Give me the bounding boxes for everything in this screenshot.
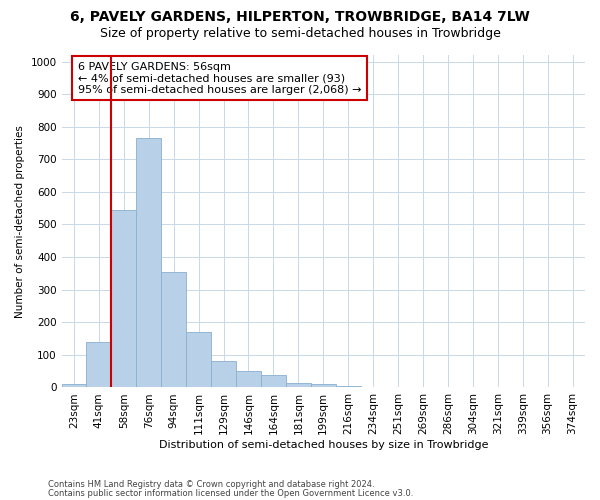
- Bar: [211, 362, 236, 388]
- Bar: [286, 382, 311, 388]
- Text: Size of property relative to semi-detached houses in Trowbridge: Size of property relative to semi-detach…: [100, 28, 500, 40]
- Bar: [311, 384, 336, 388]
- Bar: [161, 272, 186, 388]
- Text: 6, PAVELY GARDENS, HILPERTON, TROWBRIDGE, BA14 7LW: 6, PAVELY GARDENS, HILPERTON, TROWBRIDGE…: [70, 10, 530, 24]
- Bar: [261, 376, 286, 388]
- Bar: [86, 342, 112, 388]
- X-axis label: Distribution of semi-detached houses by size in Trowbridge: Distribution of semi-detached houses by …: [158, 440, 488, 450]
- Text: 6 PAVELY GARDENS: 56sqm
← 4% of semi-detached houses are smaller (93)
95% of sem: 6 PAVELY GARDENS: 56sqm ← 4% of semi-det…: [78, 62, 361, 94]
- Bar: [136, 138, 161, 388]
- Text: Contains HM Land Registry data © Crown copyright and database right 2024.: Contains HM Land Registry data © Crown c…: [48, 480, 374, 489]
- Bar: [361, 387, 386, 388]
- Bar: [112, 210, 136, 388]
- Y-axis label: Number of semi-detached properties: Number of semi-detached properties: [15, 125, 25, 318]
- Bar: [336, 386, 361, 388]
- Bar: [62, 384, 86, 388]
- Bar: [236, 370, 261, 388]
- Bar: [186, 332, 211, 388]
- Text: Contains public sector information licensed under the Open Government Licence v3: Contains public sector information licen…: [48, 489, 413, 498]
